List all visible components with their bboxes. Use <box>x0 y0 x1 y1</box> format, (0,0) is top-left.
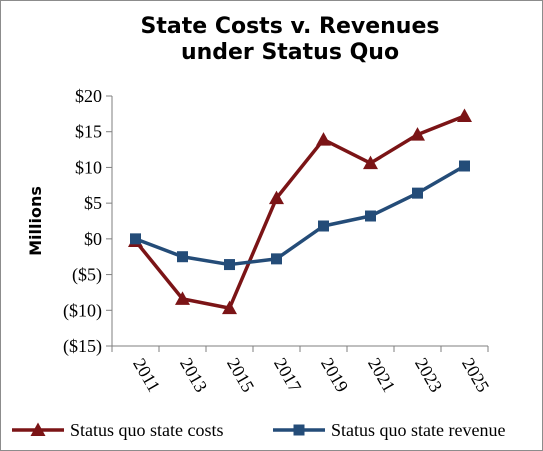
y-tick-label: $10 <box>75 157 102 177</box>
chart-title-line-2: under Status Quo <box>181 40 399 65</box>
y-tick-label: ($10) <box>63 300 102 321</box>
y-tick-label: ($15) <box>63 336 102 357</box>
x-tick-labels: 2011 2013 2015 2017 2019 2021 2023 2025 <box>129 354 493 395</box>
x-tick-label: 2013 <box>176 354 211 395</box>
x-tick-label: 2011 <box>129 355 164 396</box>
series-1 <box>128 108 472 315</box>
data-point <box>365 210 376 222</box>
x-tick-label: 2017 <box>270 354 305 395</box>
data-point <box>459 160 470 172</box>
data-point <box>457 108 472 122</box>
data-point <box>271 253 282 265</box>
chart-title: State Costs v. Revenues under Status Quo <box>141 14 440 65</box>
series-group <box>128 108 472 315</box>
data-point <box>177 251 188 263</box>
x-tick-label: 2019 <box>317 354 352 395</box>
legend-item: Status quo state revenue <box>273 420 505 440</box>
data-point <box>363 155 378 170</box>
series-2 <box>130 160 470 271</box>
y-tick-label: $0 <box>84 229 102 249</box>
legend-marker <box>30 422 46 436</box>
data-point <box>130 233 141 245</box>
chart-title-line-1: State Costs v. Revenues <box>141 14 440 39</box>
series-line <box>134 114 466 310</box>
data-point <box>412 187 423 199</box>
legend-marker <box>293 424 305 436</box>
data-point <box>269 190 284 205</box>
data-point <box>222 300 237 315</box>
y-tick-labels: $20 $15 $10 $5 $0 ($5) ($10) ($15) <box>63 86 102 357</box>
axes <box>106 95 489 352</box>
series-line <box>134 164 466 267</box>
x-tick-label: 2021 <box>364 354 399 395</box>
x-tick-label: 2025 <box>458 354 493 395</box>
data-point <box>316 132 331 146</box>
data-point <box>175 291 190 305</box>
y-tick-label: ($5) <box>72 265 102 286</box>
y-tick-label: $20 <box>75 86 102 106</box>
legend: Status quo state costs Status quo state r… <box>12 420 505 440</box>
data-point <box>318 220 329 232</box>
legend-label: Status quo state revenue <box>331 420 505 440</box>
data-point <box>224 259 235 271</box>
y-tick-label: $15 <box>75 122 102 142</box>
x-tick-label: 2015 <box>223 354 258 395</box>
x-tick-label: 2023 <box>411 354 446 395</box>
legend-label: Status quo state costs <box>70 420 224 440</box>
y-axis-label: Millions <box>26 186 45 256</box>
legend-item: Status quo state costs <box>12 420 224 440</box>
y-tick-label: $5 <box>84 193 102 213</box>
data-point <box>410 127 425 141</box>
